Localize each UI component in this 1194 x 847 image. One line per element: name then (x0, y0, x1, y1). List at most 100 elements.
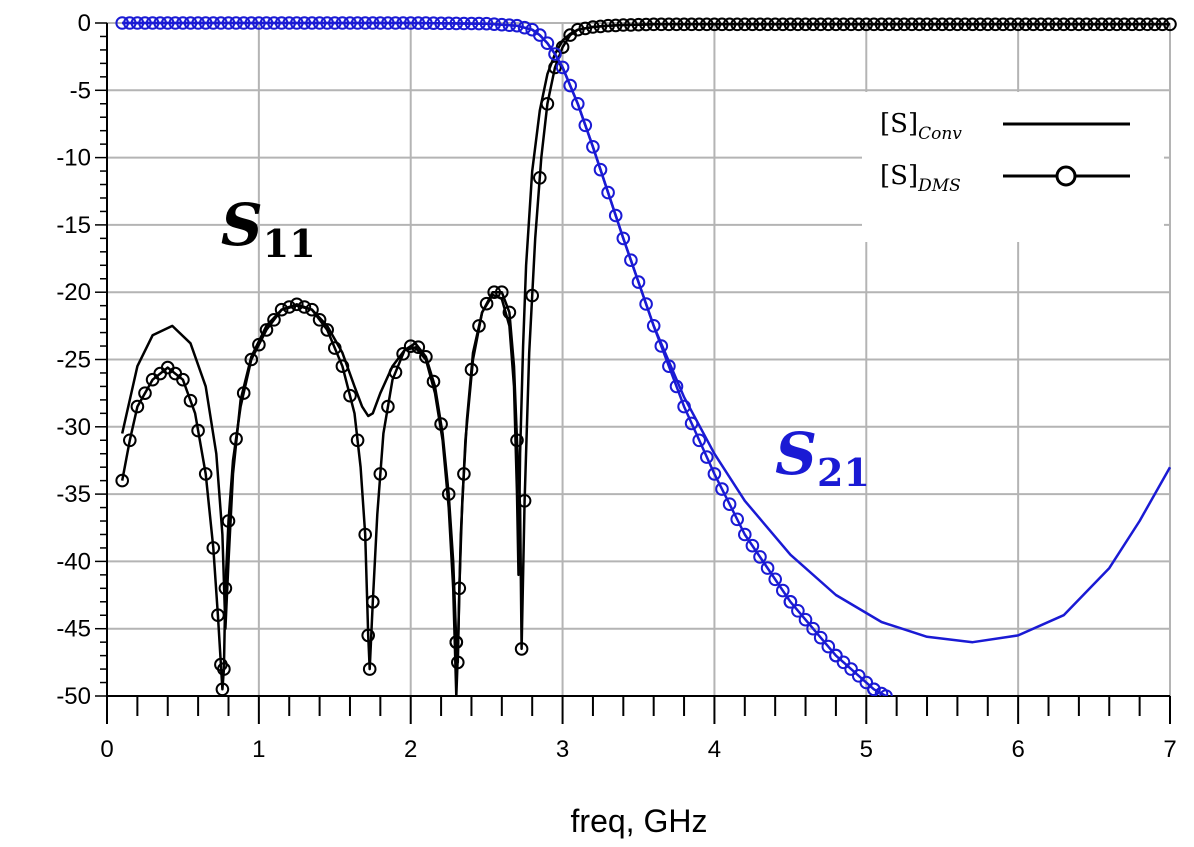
data-point (760, 17, 775, 32)
data-point (1155, 17, 1170, 32)
data-point (434, 16, 448, 31)
data-point (912, 17, 927, 32)
data-point (1079, 17, 1094, 32)
data-point (479, 296, 494, 311)
data-point (586, 140, 600, 154)
data-point (487, 285, 502, 300)
data-point (692, 17, 707, 32)
data-point (1117, 17, 1132, 32)
y-tick-label: -5 (70, 77, 91, 104)
data-point (328, 341, 342, 355)
data-point (879, 689, 893, 696)
data-point (700, 17, 714, 32)
y-tick-label: -25 (56, 347, 91, 374)
x-axis-title: freq, GHz (571, 803, 708, 839)
data-point (229, 16, 243, 30)
data-point (381, 16, 395, 30)
data-point (836, 655, 851, 670)
data-point (305, 16, 319, 30)
x-tick-label: 2 (404, 736, 417, 763)
data-point (358, 16, 373, 30)
data-point (1125, 17, 1139, 32)
data-point (707, 17, 722, 32)
data-point (829, 17, 843, 32)
data-point (335, 359, 350, 374)
data-point (1132, 17, 1147, 32)
data-point (343, 16, 357, 30)
data-point (1163, 17, 1177, 32)
series-s11-conv (120, 23, 1170, 696)
data-point (654, 17, 669, 32)
data-point (867, 682, 881, 696)
curve-label-base: S (221, 191, 263, 259)
x-tick-label: 6 (1011, 736, 1024, 763)
data-point (514, 642, 529, 656)
data-point (244, 16, 259, 30)
data-point (783, 17, 798, 32)
data-point (753, 17, 767, 32)
data-point (358, 527, 373, 542)
data-point (540, 97, 555, 111)
grid (107, 22, 1171, 696)
data-point (464, 16, 479, 31)
data-point (608, 18, 623, 33)
data-point (495, 285, 509, 300)
x-tick-label: 4 (708, 736, 721, 763)
data-point (889, 17, 904, 32)
x-tick-label: 7 (1163, 736, 1176, 763)
data-point (700, 450, 714, 464)
data-point (798, 17, 813, 32)
legend-marker-swatch (1055, 165, 1077, 187)
data-point (244, 352, 259, 367)
data-point (783, 595, 798, 609)
data-point (996, 17, 1010, 32)
data-point (662, 17, 676, 32)
data-point (533, 28, 547, 42)
data-point (813, 630, 828, 645)
data-point (198, 16, 213, 30)
data-point (206, 541, 221, 555)
data-point (426, 374, 441, 389)
series-group (115, 16, 1177, 696)
data-point (312, 313, 327, 327)
data-point (115, 473, 129, 488)
data-point (373, 16, 388, 30)
data-point (616, 231, 631, 246)
data-point (525, 288, 540, 303)
data-point (646, 17, 661, 32)
data-point (715, 17, 729, 32)
data-point (776, 583, 790, 598)
data-point (217, 662, 231, 676)
data-point (791, 604, 805, 618)
data-point (601, 185, 615, 200)
data-point (1003, 17, 1018, 32)
data-point (981, 17, 995, 32)
data-point (624, 253, 638, 268)
data-point (844, 662, 858, 676)
data-point (138, 386, 152, 401)
data-point (540, 36, 555, 51)
data-point (654, 339, 669, 353)
data-point (472, 16, 486, 31)
x-tick-label: 5 (860, 736, 873, 763)
data-point (707, 467, 722, 481)
data-point (320, 323, 335, 337)
data-point (381, 399, 395, 414)
data-point (130, 399, 145, 414)
data-point (829, 648, 843, 663)
data-point (328, 16, 342, 30)
data-point (958, 17, 972, 32)
data-point (813, 17, 828, 32)
data-point (426, 16, 441, 31)
data-point (851, 17, 866, 32)
data-point (1049, 17, 1063, 32)
y-tick-label: -40 (56, 548, 91, 575)
curve-label-s21: S21 (775, 420, 870, 495)
data-point (624, 18, 638, 32)
data-point (449, 16, 464, 31)
data-point (1041, 17, 1056, 32)
data-point (563, 78, 578, 93)
data-point (1064, 17, 1079, 32)
data-point (874, 17, 889, 32)
data-point (115, 16, 129, 30)
